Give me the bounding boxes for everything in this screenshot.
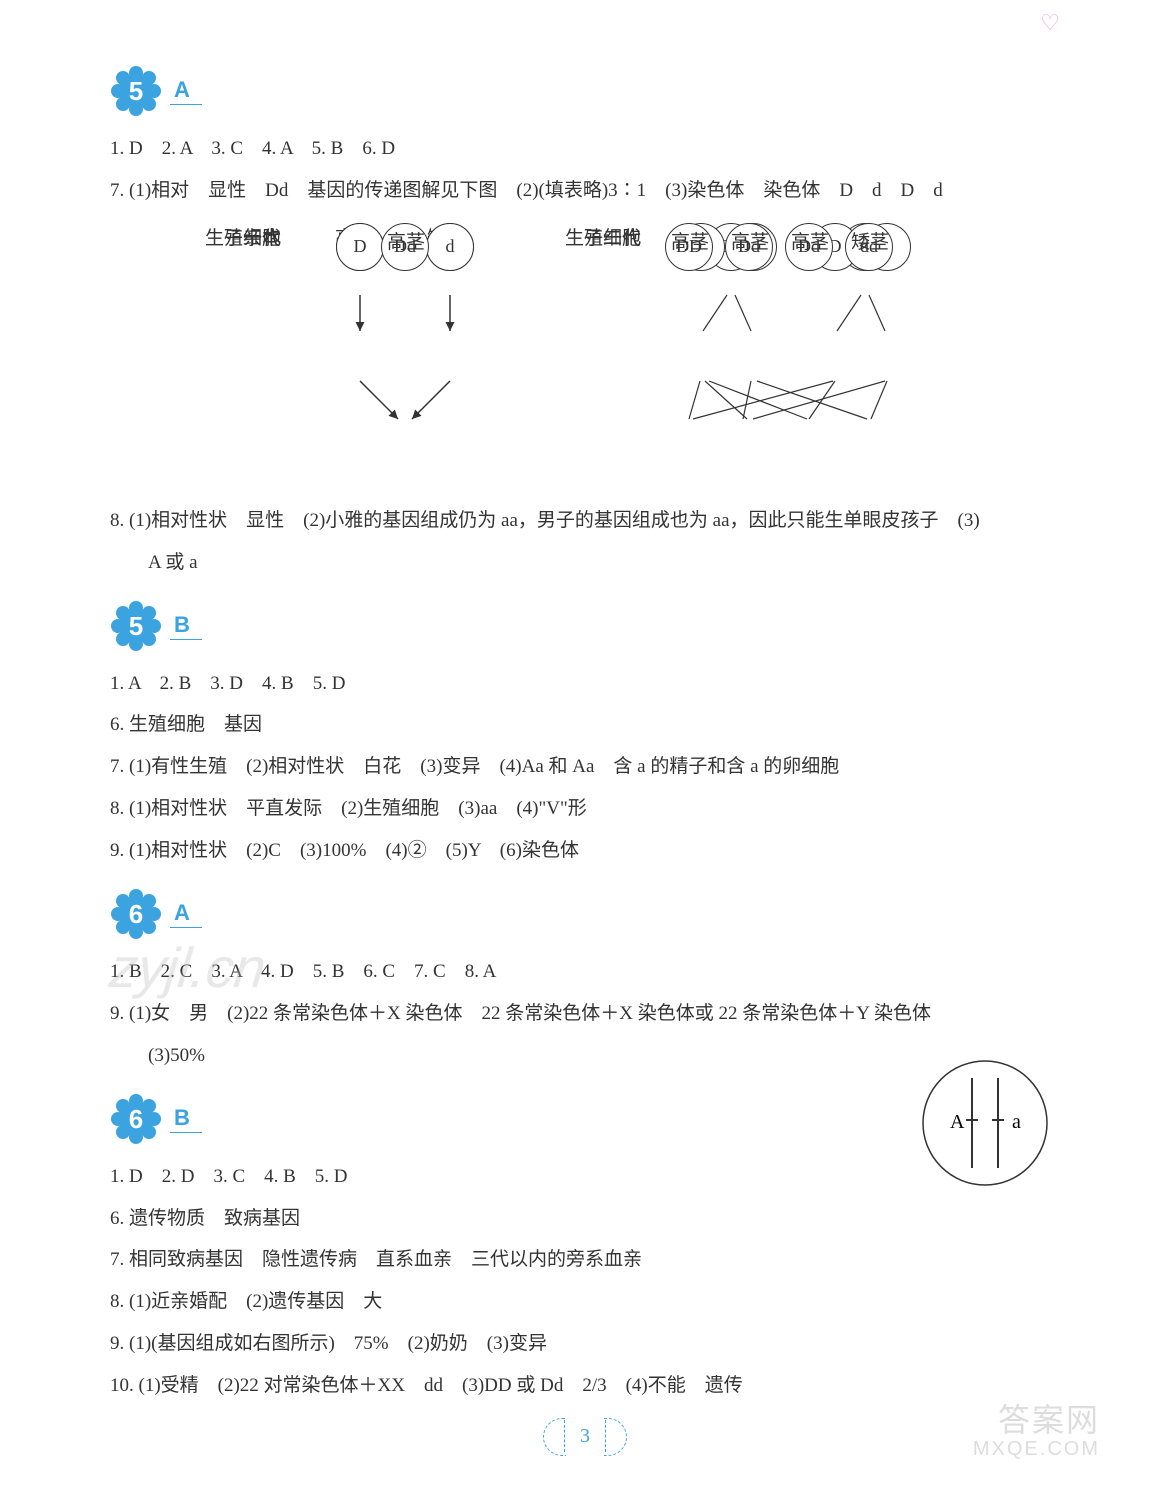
flower-icon: 5	[110, 600, 162, 652]
answer-line: 9. (1)(基因组成如右图所示) 75% (2)奶奶 (3)变异	[110, 1324, 1060, 1364]
svg-text:6: 6	[129, 1104, 143, 1134]
flower-icon: 5	[110, 65, 162, 117]
answer-line: 1. D 2. A 3. C 4. A 5. B 6. D	[110, 129, 1060, 169]
answer-line: 1. B 2. C 3. A 4. D 5. B 6. C 7. C 8. A	[110, 952, 1060, 992]
svg-text:5: 5	[129, 76, 143, 106]
svg-text:6: 6	[129, 899, 143, 929]
answer-line: 1. A 2. B 3. D 4. B 5. D	[110, 664, 1060, 704]
genotype-node: d	[426, 223, 474, 271]
section-letter: A	[170, 77, 202, 105]
answer-line: 8. (1)近亲婚配 (2)遗传基因 大	[110, 1282, 1060, 1322]
answer-line: 10. (1)受精 (2)22 对常染色体＋XX dd (3)DD 或 Dd 2…	[110, 1366, 1060, 1406]
heart-icon: ♡	[1040, 10, 1060, 36]
flower-icon: 6	[110, 1093, 162, 1145]
section-letter: B	[170, 612, 202, 640]
answer-line: 1. D 2. D 3. C 4. B 5. D	[110, 1157, 1060, 1197]
answer-line: (3)50%	[110, 1036, 1060, 1076]
answer-line: 9. (1)女 男 (2)22 条常染色体＋X 染色体 22 条常染色体＋X 染…	[110, 994, 1060, 1034]
svg-text:A: A	[950, 1111, 965, 1133]
section-badge-5b: 5 B	[110, 600, 202, 652]
page-number: 3	[564, 1420, 606, 1452]
diagram-left: 高茎 矮茎 亲本 DD dd 生殖细胞 D d 子一代 Dd 高茎	[205, 223, 515, 483]
inheritance-diagrams: 高茎 矮茎 亲本 DD dd 生殖细胞 D d 子一代 Dd 高茎 高茎 高茎 …	[110, 223, 1060, 483]
diagram-right: 高茎 高茎 子一代 Dd Dd 生殖细胞 D d D d 子二代 DD Dd D…	[565, 223, 965, 483]
answer-line: 7. 相同致病基因 隐性遗传病 直系血亲 三代以内的旁系血亲	[110, 1240, 1060, 1280]
flower-icon: 6	[110, 888, 162, 940]
answer-line: A 或 a	[110, 543, 1060, 583]
answer-line: 9. (1)相对性状 (2)C (3)100% (4)② (5)Y (6)染色体	[110, 831, 1060, 871]
answer-line: 8. (1)相对性状 显性 (2)小雅的基因组成仍为 aa，男子的基因组成也为 …	[110, 501, 1060, 541]
genotype-node: D	[336, 223, 384, 271]
section-badge-5a: 5 A	[110, 65, 202, 117]
svg-text:a: a	[1012, 1111, 1021, 1133]
section-letter: B	[170, 1105, 202, 1133]
svg-text:5: 5	[129, 611, 143, 641]
section-letter: A	[170, 900, 202, 928]
section-badge-6a: 6 A	[110, 888, 202, 940]
chromosome-figure: A a	[920, 1058, 1050, 1188]
answer-line: 8. (1)相对性状 平直发际 (2)生殖细胞 (3)aa (4)"V"形	[110, 789, 1060, 829]
answer-line: 6. 生殖细胞 基因	[110, 705, 1060, 745]
section-badge-6b: 6 B	[110, 1093, 202, 1145]
watermark-corner: 答案网 MXQE.COM	[973, 1403, 1100, 1460]
answer-line: 7. (1)有性生殖 (2)相对性状 白花 (3)变异 (4)Aa 和 Aa 含…	[110, 747, 1060, 787]
answer-line: 6. 遗传物质 致病基因	[110, 1199, 1060, 1239]
answer-line: 7. (1)相对 显性 Dd 基因的传递图解见下图 (2)(填表略)3∶1 (3…	[110, 171, 1060, 211]
